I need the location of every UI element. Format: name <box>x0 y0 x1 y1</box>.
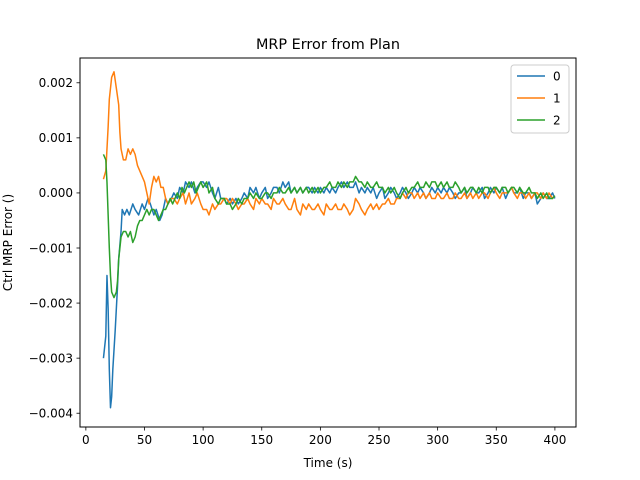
legend-label-1: 1 <box>553 91 561 105</box>
x-tick-label: 350 <box>485 433 508 447</box>
y-tick-label: 0.001 <box>39 131 73 145</box>
y-tick-label: 0.000 <box>39 186 73 200</box>
legend: 0 1 2 <box>510 64 570 134</box>
x-tick-label: 0 <box>82 433 90 447</box>
chart-title: MRP Error from Plan <box>256 37 400 53</box>
y-axis-title: Ctrl MRP Error () <box>1 194 15 291</box>
x-tick-label: 150 <box>250 433 273 447</box>
x-tick-label: 50 <box>137 433 152 447</box>
x-tick-label: 200 <box>309 433 332 447</box>
x-axis-ticks: 0 50 100 150 200 250 300 350 400 <box>82 427 566 447</box>
x-tick-label: 250 <box>368 433 391 447</box>
y-tick-label: 0.002 <box>39 76 73 90</box>
y-axis-ticks: −0.004 −0.003 −0.002 −0.001 0.000 0.001 0.002 <box>29 76 80 421</box>
legend-label-0: 0 <box>553 69 561 83</box>
series-layer <box>102 71 556 409</box>
y-tick-label: −0.001 <box>29 241 73 255</box>
x-tick-label: 300 <box>426 433 449 447</box>
plot-area-frame <box>79 57 577 428</box>
x-axis-title: Time (s) <box>303 456 353 470</box>
y-tick-label: −0.004 <box>29 407 73 421</box>
legend-box <box>510 64 570 134</box>
y-tick-label: −0.003 <box>29 351 73 365</box>
y-tick-label: −0.002 <box>29 296 73 310</box>
series-line-2 <box>102 154 556 299</box>
x-tick-label: 400 <box>543 433 566 447</box>
series-line-1 <box>102 71 556 216</box>
legend-label-2: 2 <box>553 113 561 127</box>
x-tick-label: 100 <box>192 433 215 447</box>
